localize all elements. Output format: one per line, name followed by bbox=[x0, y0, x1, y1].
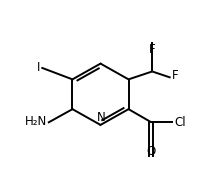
Text: F: F bbox=[149, 43, 156, 56]
Text: Cl: Cl bbox=[174, 116, 186, 129]
Text: I: I bbox=[37, 61, 41, 74]
Text: N: N bbox=[97, 111, 106, 124]
Text: H₂N: H₂N bbox=[25, 115, 47, 128]
Text: F: F bbox=[171, 69, 178, 82]
Text: O: O bbox=[147, 145, 156, 158]
